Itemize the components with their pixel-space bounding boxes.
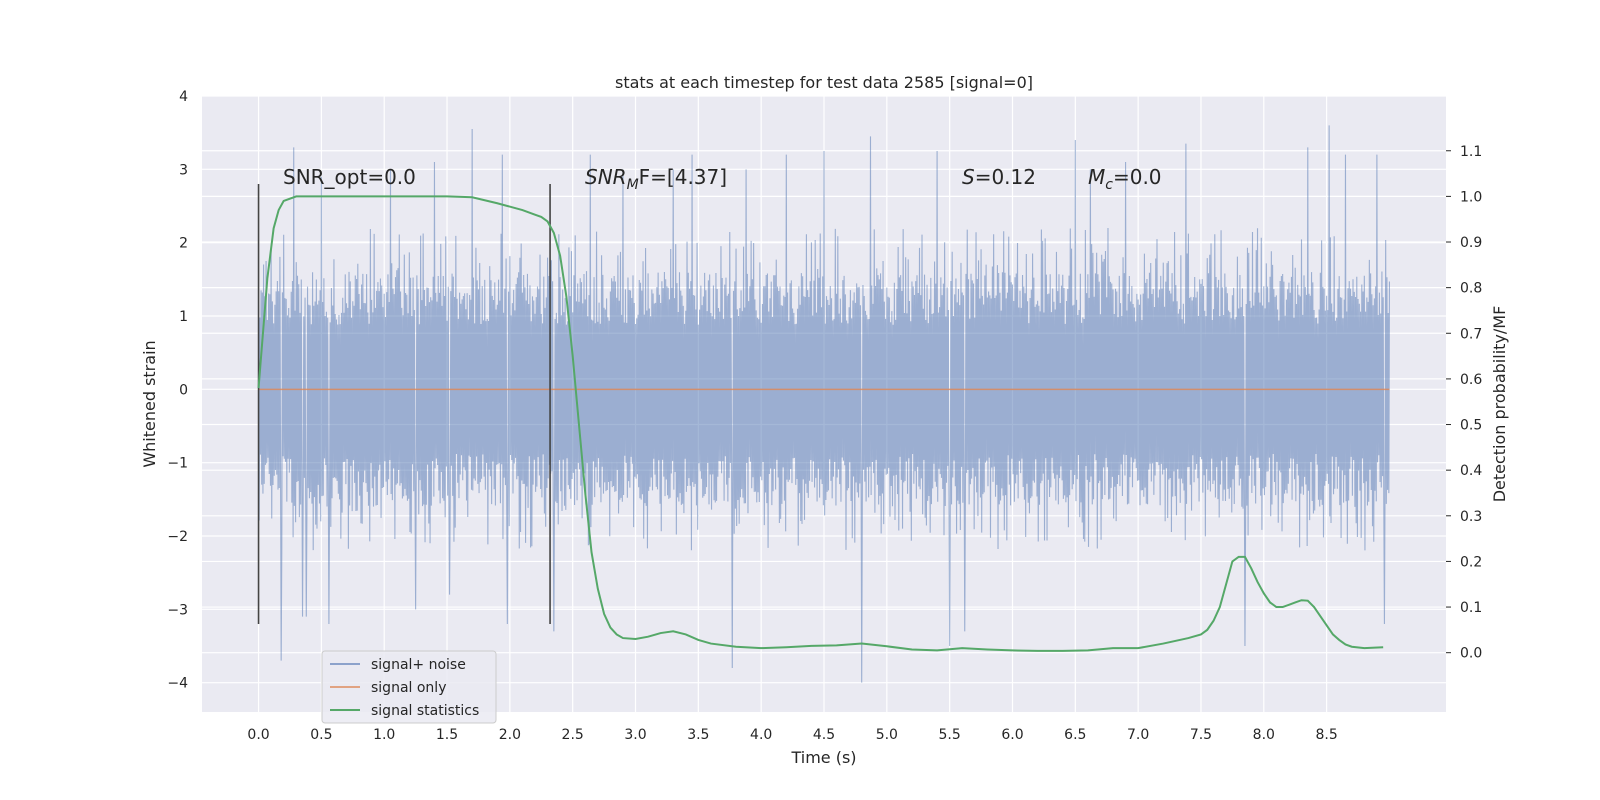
x-tick-label: 3.0 [624, 727, 646, 743]
x-tick-label: 5.0 [876, 727, 898, 743]
y-tick-label-right: 0.3 [1460, 509, 1482, 525]
x-axis-label: Time (s) [790, 748, 856, 767]
annotation-snr-mf-main: SNR [585, 165, 627, 189]
y-tick-label-right: 1.0 [1460, 189, 1482, 205]
annotation-snr-mf-rest: F=[4.37] [639, 165, 727, 189]
x-tick-label: 7.0 [1127, 727, 1149, 743]
x-tick-label: 6.5 [1064, 727, 1086, 743]
y-tick-label-left: −4 [167, 676, 188, 692]
x-tick-label: 1.5 [436, 727, 458, 743]
legend: signal+ noise signal only signal statist… [321, 650, 497, 724]
x-tick-label: 0.5 [310, 727, 332, 743]
annotation-mc-main: M [1088, 165, 1105, 189]
x-tick-label: 0.0 [247, 727, 269, 743]
y-tick-label-left: 1 [179, 309, 188, 325]
annotation-s-rest: =0.12 [975, 165, 1036, 189]
vertical-markers [257, 184, 551, 624]
annotation-mc-rest: =0.0 [1113, 165, 1162, 189]
annotation-snr-opt: SNR_opt=0.0 [283, 165, 416, 189]
series-signal-statistics [257, 195, 1384, 652]
line-signal-statistics [257, 195, 1384, 652]
x-tick-label: 2.5 [562, 727, 584, 743]
y-tick-label-right: 0.7 [1460, 326, 1482, 342]
y-tick-label-right: 0.4 [1460, 463, 1482, 479]
y-tick-label-left: 2 [179, 236, 188, 252]
y-tick-label-right: 0.0 [1460, 646, 1482, 662]
annotation-snr-mf: SNRMF=[4.37] [585, 165, 727, 193]
x-tick-label: 5.5 [939, 727, 961, 743]
y-tick-label-right: 0.8 [1460, 281, 1482, 297]
y-tick-label-left: 3 [179, 162, 188, 178]
annotation-s-main: S [962, 165, 975, 189]
x-tick-label: 8.0 [1253, 727, 1275, 743]
y-tick-label-right: 0.2 [1460, 554, 1482, 570]
x-tick-label: 6.0 [1001, 727, 1023, 743]
x-tick-label: 3.5 [687, 727, 709, 743]
x-tick-label: 4.5 [813, 727, 835, 743]
series-signal-noise [258, 125, 1390, 683]
y-tick-label-right: 1.1 [1460, 144, 1482, 160]
y-tick-label-right: 0.1 [1460, 600, 1482, 616]
y-tick-label-left: −3 [167, 602, 188, 618]
y-axis-label-left: Whitened strain [140, 340, 159, 467]
x-tick-label: 4.0 [750, 727, 772, 743]
line-signal-noise [258, 125, 1390, 683]
annotation-mc: Mc=0.0 [1088, 165, 1162, 193]
x-tick-label: 2.0 [499, 727, 521, 743]
x-tick-label: 7.5 [1190, 727, 1212, 743]
y-axis-label-right: Detection probability/MF [1490, 306, 1509, 503]
y-tick-label-left: −1 [167, 456, 188, 472]
chart-title: stats at each timestep for test data 258… [615, 73, 1033, 92]
y-tick-label-right: 0.6 [1460, 372, 1482, 388]
y-tick-label-right: 0.9 [1460, 235, 1482, 251]
annotation-s: S=0.12 [962, 165, 1036, 189]
legend-label-signal-noise: signal+ noise [371, 657, 466, 673]
annotation-snr-mf-sub: M [627, 177, 639, 193]
annotation-mc-sub: c [1105, 177, 1113, 193]
legend-label-signal-only: signal only [371, 680, 446, 696]
x-tick-label: 8.5 [1315, 727, 1337, 743]
legend-label-signal-statistics: signal statistics [371, 703, 479, 719]
y-tick-label-left: 0 [179, 382, 188, 398]
y-tick-label-left: −2 [167, 529, 188, 545]
tick-labels: 0.0 0.5 1.0 1.5 2.0 2.5 3.0 3.5 4.0 4.5 5.0 5.5 6.0 6… [167, 89, 1482, 743]
y-tick-label-right: 0.5 [1460, 418, 1482, 434]
legend-box [321, 650, 497, 724]
y-tick-label-left: 4 [179, 89, 188, 105]
x-tick-label: 1.0 [373, 727, 395, 743]
